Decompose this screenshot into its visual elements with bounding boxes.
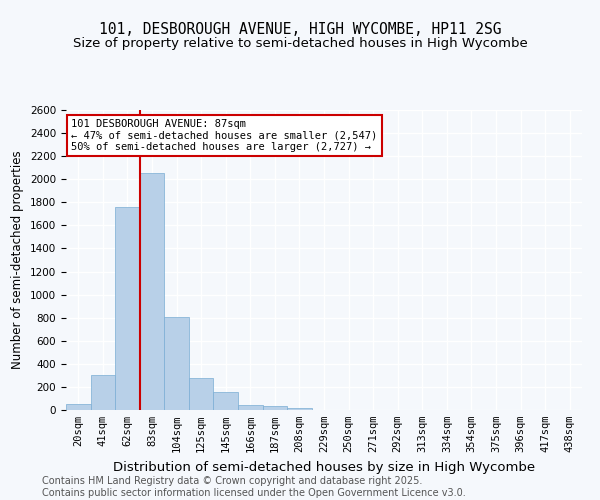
Bar: [214, 392, 238, 410]
Bar: [66, 404, 91, 410]
Text: 101, DESBOROUGH AVENUE, HIGH WYCOMBE, HP11 2SG: 101, DESBOROUGH AVENUE, HIGH WYCOMBE, HP…: [99, 22, 501, 38]
Bar: [189, 378, 214, 410]
Bar: [140, 174, 164, 410]
Text: Size of property relative to semi-detached houses in High Wycombe: Size of property relative to semi-detach…: [73, 38, 527, 51]
Bar: [115, 207, 140, 410]
Bar: [164, 316, 189, 410]
Y-axis label: Number of semi-detached properties: Number of semi-detached properties: [11, 150, 25, 370]
Text: 101 DESBOROUGH AVENUE: 87sqm
← 47% of semi-detached houses are smaller (2,547)
5: 101 DESBOROUGH AVENUE: 87sqm ← 47% of se…: [71, 119, 377, 152]
X-axis label: Distribution of semi-detached houses by size in High Wycombe: Distribution of semi-detached houses by …: [113, 460, 535, 473]
Bar: [263, 406, 287, 410]
Bar: [287, 408, 312, 410]
Bar: [91, 376, 115, 410]
Text: Contains HM Land Registry data © Crown copyright and database right 2025.
Contai: Contains HM Land Registry data © Crown c…: [42, 476, 466, 498]
Bar: [238, 405, 263, 410]
